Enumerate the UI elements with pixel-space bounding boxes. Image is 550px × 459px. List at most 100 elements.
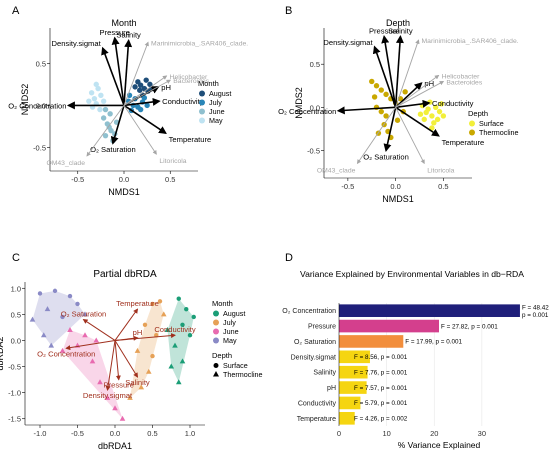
x-tick-label: -1.0 (34, 429, 47, 438)
vector-arrow (123, 79, 172, 106)
vector-arrow (105, 340, 116, 392)
data-point (97, 379, 103, 385)
data-point (421, 116, 427, 123)
data-point (150, 353, 155, 359)
bar (339, 381, 367, 394)
data-point (417, 111, 424, 117)
vector-arrow (395, 39, 420, 108)
data-point (59, 347, 66, 353)
data-point (425, 106, 431, 112)
panel-d: D Variance Explained by Environmental Var… (282, 252, 549, 450)
category-label: pH (327, 385, 336, 392)
category-label: Pressure (308, 324, 336, 331)
vector-arrow (111, 36, 125, 106)
category-label: O₂ Saturation (294, 339, 336, 346)
data-point (191, 314, 196, 320)
data-point (144, 102, 150, 109)
x-tick-label: 0.0 (119, 175, 129, 184)
vector-label: Temperature (442, 138, 485, 147)
group-hull (130, 301, 164, 398)
vector-arrow (356, 107, 396, 165)
vector-label: Salinity (116, 31, 141, 40)
data-point (373, 83, 380, 89)
data-point (429, 113, 435, 119)
data-point (104, 394, 111, 400)
data-point (100, 115, 107, 121)
panel-title: Month (111, 18, 136, 28)
group-hull (32, 290, 85, 346)
legend-swatch (213, 337, 219, 344)
data-point (95, 85, 101, 92)
data-point (67, 327, 73, 333)
y-tick-label: 1.0 (11, 284, 21, 293)
data-point (164, 327, 171, 333)
x-tick-label: 20 (430, 429, 438, 438)
data-point (378, 108, 384, 115)
panel-title: Partial dbRDA (93, 269, 157, 280)
shape-legend-label: Thermocline (223, 370, 263, 379)
data-point (119, 415, 126, 421)
y-tick-label: -1.5 (8, 415, 21, 424)
data-point (134, 347, 141, 353)
vector-arrow (114, 308, 139, 341)
panel-b: B Depth -0.5 0.0 0.5 -0.5 0.0 0.5 NMDS1 NMDS2 Pres… (278, 5, 519, 204)
data-point (37, 291, 43, 296)
x-tick-label: 0.5 (438, 182, 448, 191)
category-label: Density.sigmat (291, 354, 336, 361)
data-point (187, 333, 193, 338)
legend-label: May (209, 116, 223, 125)
data-point (44, 306, 51, 312)
bar (339, 335, 404, 348)
vector-label: Litoricola (159, 158, 186, 165)
vector-label: Density.sigmat (83, 391, 133, 400)
bar (339, 319, 439, 333)
legend-title: Month (212, 299, 233, 308)
data-point (172, 342, 178, 348)
bar-value-label: F = 27.82, p = 0.001 (441, 323, 498, 330)
data-point (52, 288, 58, 294)
data-point (97, 106, 103, 113)
data-point (150, 301, 155, 307)
bar-value-label: F = 7.76, p = 0.001 (354, 369, 408, 376)
vector-label: Conductivity (432, 99, 474, 108)
data-point (89, 358, 96, 364)
vector-label: Helicobacter (170, 74, 209, 81)
vector-arrow (114, 340, 139, 378)
data-point (75, 301, 80, 307)
panel-letter: D (285, 252, 293, 264)
vector-arrow (395, 106, 440, 137)
y-tick-label: 0.0 (36, 101, 46, 110)
data-point (394, 117, 401, 123)
data-point (48, 342, 55, 348)
data-point (86, 98, 92, 104)
x-tick-label: -0.5 (71, 429, 84, 438)
bar (339, 365, 368, 379)
x-tick-label: 0.5 (165, 175, 175, 184)
vector-arrow (86, 105, 125, 157)
data-point (135, 79, 141, 85)
category-label: Salinity (313, 370, 336, 377)
data-point (402, 89, 408, 95)
data-point (102, 132, 109, 139)
data-point (160, 311, 167, 317)
legend-label: Surface (479, 119, 504, 128)
data-point (142, 322, 148, 327)
data-point (433, 104, 439, 111)
bar-value-label: F = 17.99, p = 0.001 (405, 339, 462, 346)
vector-arrow (123, 41, 149, 106)
legend-title: Depth (468, 109, 488, 118)
vector-arrow (372, 45, 397, 108)
group-hull (62, 330, 123, 419)
data-point (91, 95, 98, 102)
data-point (100, 98, 107, 104)
x-axis-label: dbRDA1 (98, 441, 132, 451)
data-point (93, 81, 99, 88)
data-point (147, 81, 153, 88)
data-point (175, 379, 182, 385)
data-point (138, 384, 145, 390)
data-point (180, 322, 185, 327)
shape-legend-label: Surface (223, 361, 248, 370)
data-point (378, 87, 384, 93)
data-point (145, 368, 152, 374)
panel-c: C Partial dbRDA -1.0 -0.5 0.0 0.5 1.0 -1.5 -1.0 -… (0, 252, 263, 451)
